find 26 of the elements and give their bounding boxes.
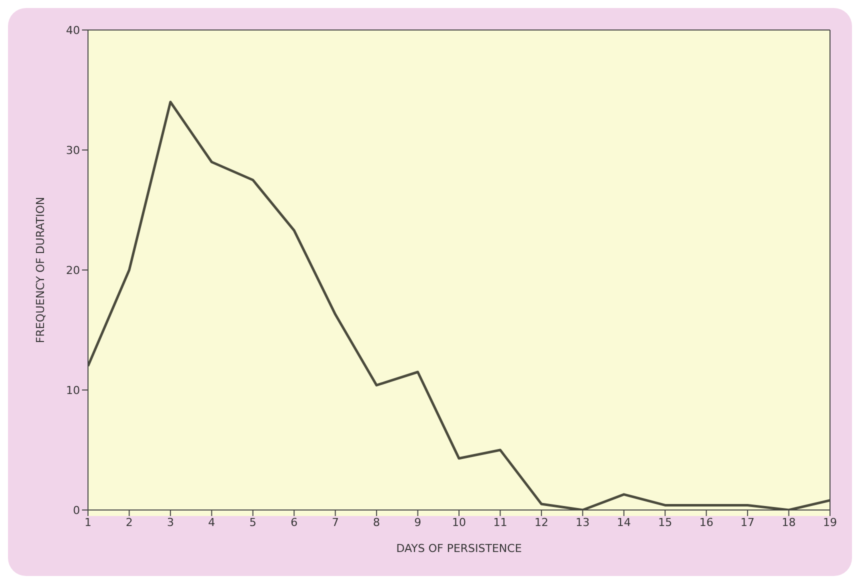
y-axis-title: FREQUENCY OF DURATION bbox=[34, 196, 47, 344]
y-tick-label: 40 bbox=[66, 24, 80, 37]
x-tick-label: 4 bbox=[208, 516, 216, 529]
x-tick-label: 13 bbox=[576, 516, 590, 529]
x-tick-label: 3 bbox=[166, 516, 174, 529]
y-tick-label: 10 bbox=[66, 384, 80, 397]
x-tick-label: 19 bbox=[823, 516, 837, 529]
x-tick-label: 11 bbox=[493, 516, 508, 529]
x-tick-label: 14 bbox=[616, 516, 631, 529]
y-tick-label: 0 bbox=[73, 504, 80, 517]
x-tick-label: 5 bbox=[249, 516, 256, 529]
x-tick-label: 12 bbox=[534, 516, 548, 529]
x-tick-label: 18 bbox=[782, 516, 796, 529]
x-tick-label: 2 bbox=[126, 516, 133, 529]
x-tick-label: 15 bbox=[658, 516, 672, 529]
x-tick-label: 7 bbox=[332, 516, 339, 529]
y-tick-label: 20 bbox=[66, 264, 80, 277]
x-tick-label: 16 bbox=[699, 516, 714, 529]
x-tick-label: 8 bbox=[373, 516, 380, 529]
x-tick-label: 10 bbox=[452, 516, 466, 529]
x-tick-label: 1 bbox=[84, 516, 92, 529]
x-axis-title: DAYS OF PERSISTENCE bbox=[396, 542, 522, 555]
y-tick-label: 30 bbox=[66, 144, 80, 157]
x-tick-label: 9 bbox=[414, 516, 422, 529]
x-tick-label: 6 bbox=[290, 516, 298, 529]
x-tick-label: 17 bbox=[740, 516, 755, 529]
